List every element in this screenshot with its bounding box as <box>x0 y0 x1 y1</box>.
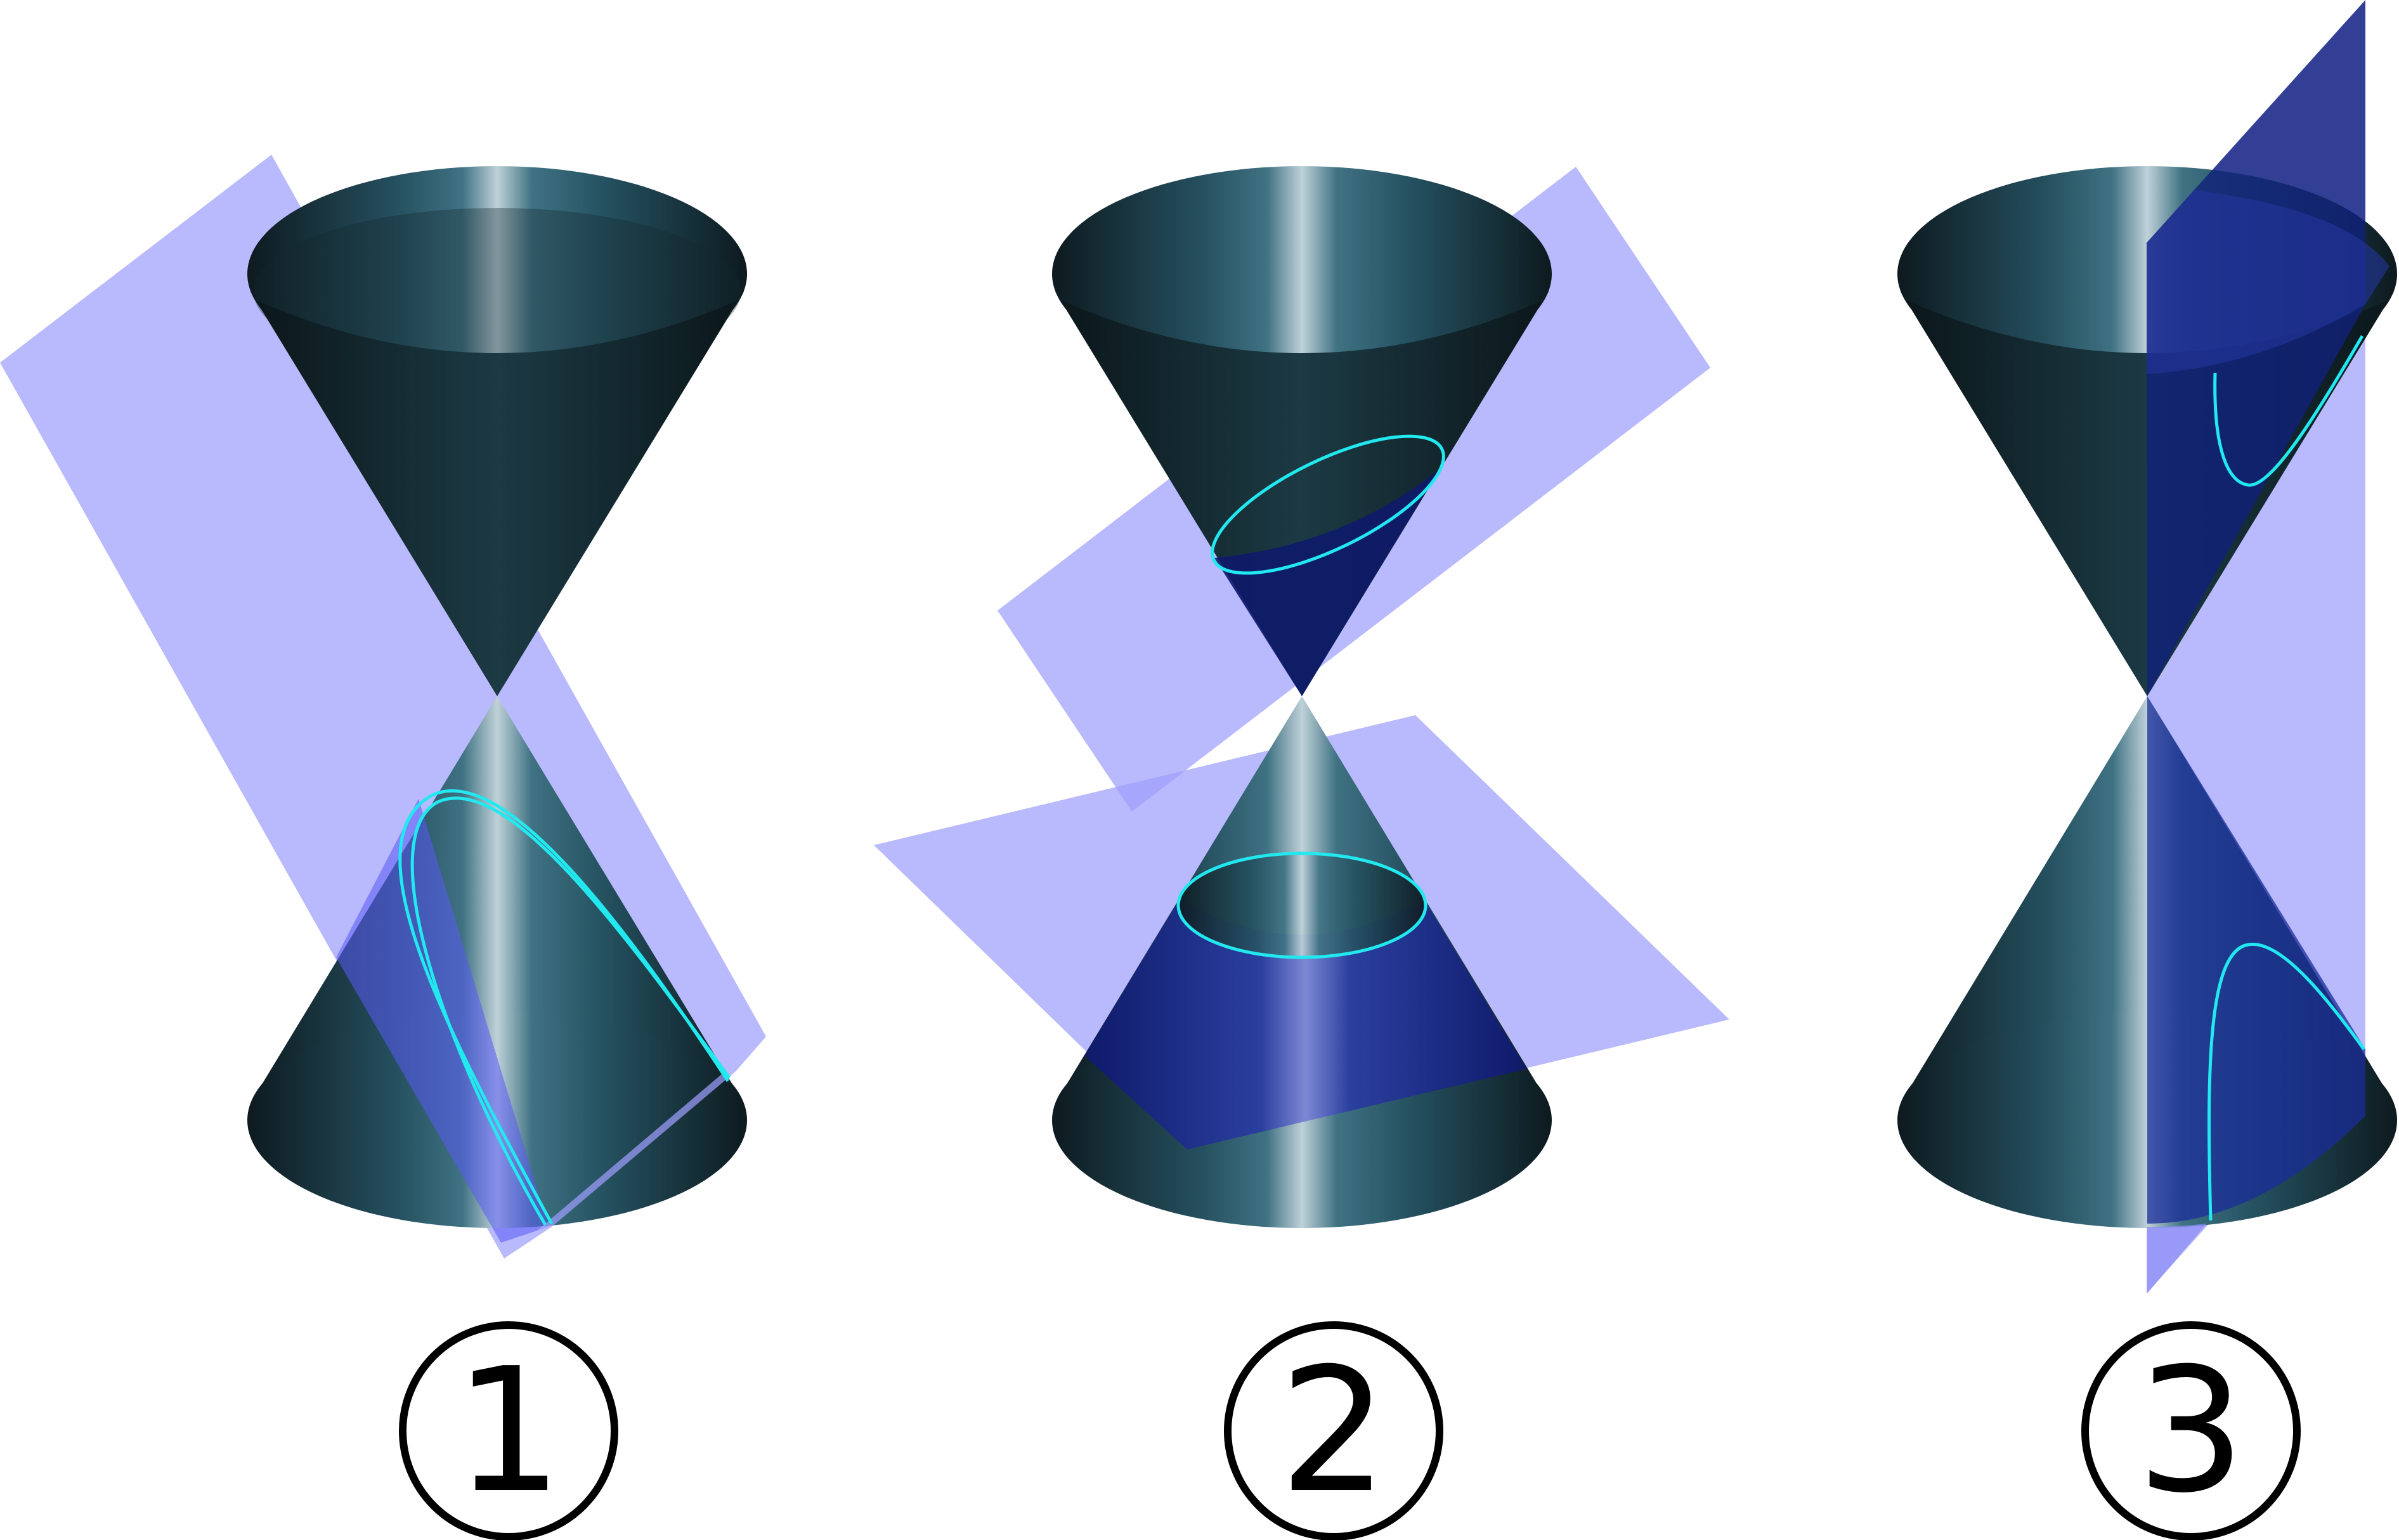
upper-nappe <box>247 166 747 696</box>
lower-nappe <box>1897 696 2397 1293</box>
circle-curve <box>1176 851 1427 959</box>
panel-2-ellipse <box>874 166 1729 1228</box>
ellipse-curve <box>1211 434 1445 575</box>
label-2: 2 <box>1224 1321 1443 1540</box>
upper-nappe <box>1052 166 1552 696</box>
panel-1-parabola <box>0 155 766 1259</box>
lower-nappe <box>1052 696 1552 1228</box>
label-1: 1 <box>399 1321 618 1540</box>
hyperbola-upper-branch <box>2213 335 2364 487</box>
panel-3-hyperbola <box>1897 0 2397 1293</box>
upper-nappe <box>1897 0 2397 696</box>
svg-text:3: 3 <box>2136 1331 2246 1530</box>
label-3: 3 <box>2081 1321 2301 1540</box>
hyperbola-lower-branch <box>2207 942 2366 1221</box>
svg-text:1: 1 <box>454 1331 563 1530</box>
svg-text:2: 2 <box>1279 1331 1388 1530</box>
